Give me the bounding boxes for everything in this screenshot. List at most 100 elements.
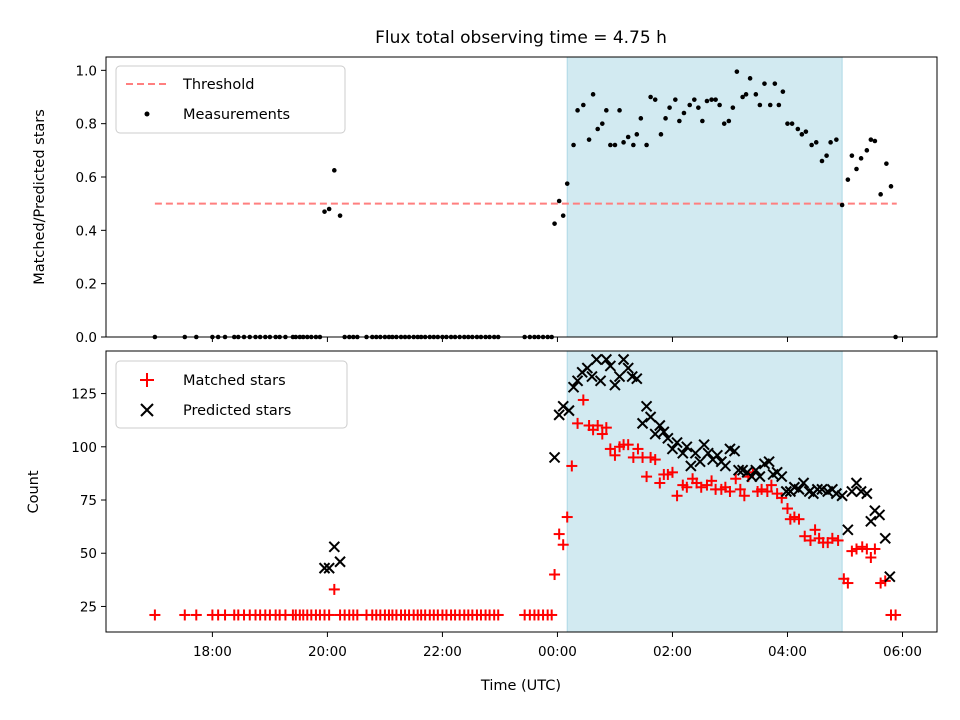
measurement-point xyxy=(625,134,631,140)
matched-star-point xyxy=(632,443,644,455)
measurement-point xyxy=(721,121,727,126)
top-y-axis: 0.0 0.2 0.4 0.6 0.8 1.0 xyxy=(76,63,106,346)
y-tick-label: 125 xyxy=(71,387,97,403)
matched-star-point xyxy=(577,394,589,406)
measurement-point xyxy=(696,105,701,110)
matched-stars-series xyxy=(149,394,902,621)
predicted-star-point xyxy=(685,460,697,472)
matched-star-point xyxy=(323,609,335,621)
top-x-ticks xyxy=(211,337,903,342)
predicted-star-point xyxy=(654,419,666,432)
predicted-star-point xyxy=(797,477,810,489)
matched-star-point xyxy=(149,609,161,621)
top-panel: 0.0 0.2 0.4 0.6 0.8 1.0 Matched/Predicted sta… xyxy=(32,56,938,346)
measurement-point xyxy=(726,118,732,124)
measurement-point xyxy=(692,97,697,102)
measurement-point xyxy=(824,153,829,158)
bottom-y-axis: 25 50 75 100 125 xyxy=(71,387,106,615)
measurement-point xyxy=(700,118,705,124)
matched-star-point xyxy=(351,609,363,621)
predicted-star-point xyxy=(334,556,346,568)
measurement-point xyxy=(560,213,566,218)
matched-star-point xyxy=(756,483,768,495)
measurement-point xyxy=(839,202,845,208)
predicted-star-point xyxy=(865,515,877,528)
measurement-point xyxy=(813,140,819,145)
matched-star-point xyxy=(809,524,821,536)
matched-star-point xyxy=(681,481,693,493)
predicted-star-point xyxy=(861,487,873,500)
predicted-star-point xyxy=(318,562,331,574)
measurement-point xyxy=(834,137,839,142)
measurement-point xyxy=(717,102,722,108)
y-tick-label: 0.6 xyxy=(76,170,97,186)
predicted-star-point xyxy=(658,426,670,438)
matched-star-point xyxy=(557,539,569,551)
top-legend: Threshold Measurements xyxy=(115,65,346,134)
y-tick-label: 75 xyxy=(80,493,97,509)
measurement-point xyxy=(634,132,640,137)
measurement-point xyxy=(586,137,592,142)
matched-star-point xyxy=(734,483,746,495)
legend-matched-swatch xyxy=(140,373,154,387)
predicted-star-point xyxy=(636,417,649,430)
matched-star-point xyxy=(842,577,854,589)
measurement-point xyxy=(322,209,327,214)
measurement-point xyxy=(638,116,644,121)
predicted-star-point xyxy=(563,404,575,417)
predicted-star-point xyxy=(850,477,863,489)
measurement-point xyxy=(575,108,580,113)
measurement-point xyxy=(864,148,870,153)
top-shaded-region xyxy=(566,56,843,338)
measurement-point xyxy=(734,69,740,74)
measurement-point xyxy=(849,153,855,158)
predicted-star-point xyxy=(622,362,634,374)
predicted-star-point xyxy=(842,524,854,536)
measurement-point xyxy=(872,138,878,144)
measurement-point xyxy=(571,142,576,148)
matched-star-point xyxy=(549,569,561,581)
measurement-point xyxy=(753,92,759,97)
matched-star-point xyxy=(826,532,838,544)
matched-star-point xyxy=(627,451,639,463)
legend-predicted-label: Predicted stars xyxy=(183,403,291,419)
measurement-point xyxy=(326,206,332,212)
matched-star-point xyxy=(781,503,793,515)
matched-star-point xyxy=(649,454,661,466)
matched-star-point xyxy=(890,609,902,621)
x-axis-label: Time (UTC) xyxy=(480,678,561,694)
measurement-point xyxy=(776,102,782,108)
matched-star-point xyxy=(869,543,881,555)
predicted-star-point xyxy=(640,400,653,413)
matched-star-point xyxy=(622,439,634,451)
predicted-star-point xyxy=(609,379,621,391)
matched-star-point xyxy=(730,473,742,485)
measurement-point xyxy=(740,94,745,100)
matched-star-point xyxy=(776,492,788,504)
measurement-point xyxy=(828,140,833,145)
measurement-point xyxy=(604,108,609,113)
measurement-point xyxy=(652,97,658,102)
x-tick-label: 22:00 xyxy=(423,644,462,660)
matched-star-point xyxy=(765,479,777,491)
y-tick-label: 0.4 xyxy=(76,223,97,239)
predicted-star-point xyxy=(644,411,657,423)
matched-star-point xyxy=(596,428,608,440)
bottom-y-axis-label: Count xyxy=(26,470,42,513)
measurement-point xyxy=(648,94,653,100)
matched-star-point xyxy=(804,534,816,546)
measurement-point xyxy=(713,97,718,102)
y-tick-label: 100 xyxy=(71,440,97,456)
predicted-star-point xyxy=(557,400,569,413)
matched-star-point xyxy=(546,609,558,621)
matched-star-point xyxy=(219,609,231,621)
measurement-point xyxy=(854,166,859,172)
measurement-point xyxy=(617,108,622,113)
measurement-point xyxy=(621,140,626,145)
predicted-star-point xyxy=(553,409,565,421)
measurement-point xyxy=(595,126,600,132)
y-tick-label: 0.8 xyxy=(76,117,97,133)
matched-star-point xyxy=(600,422,612,434)
measurement-point xyxy=(590,92,596,97)
matched-star-point xyxy=(592,420,604,432)
